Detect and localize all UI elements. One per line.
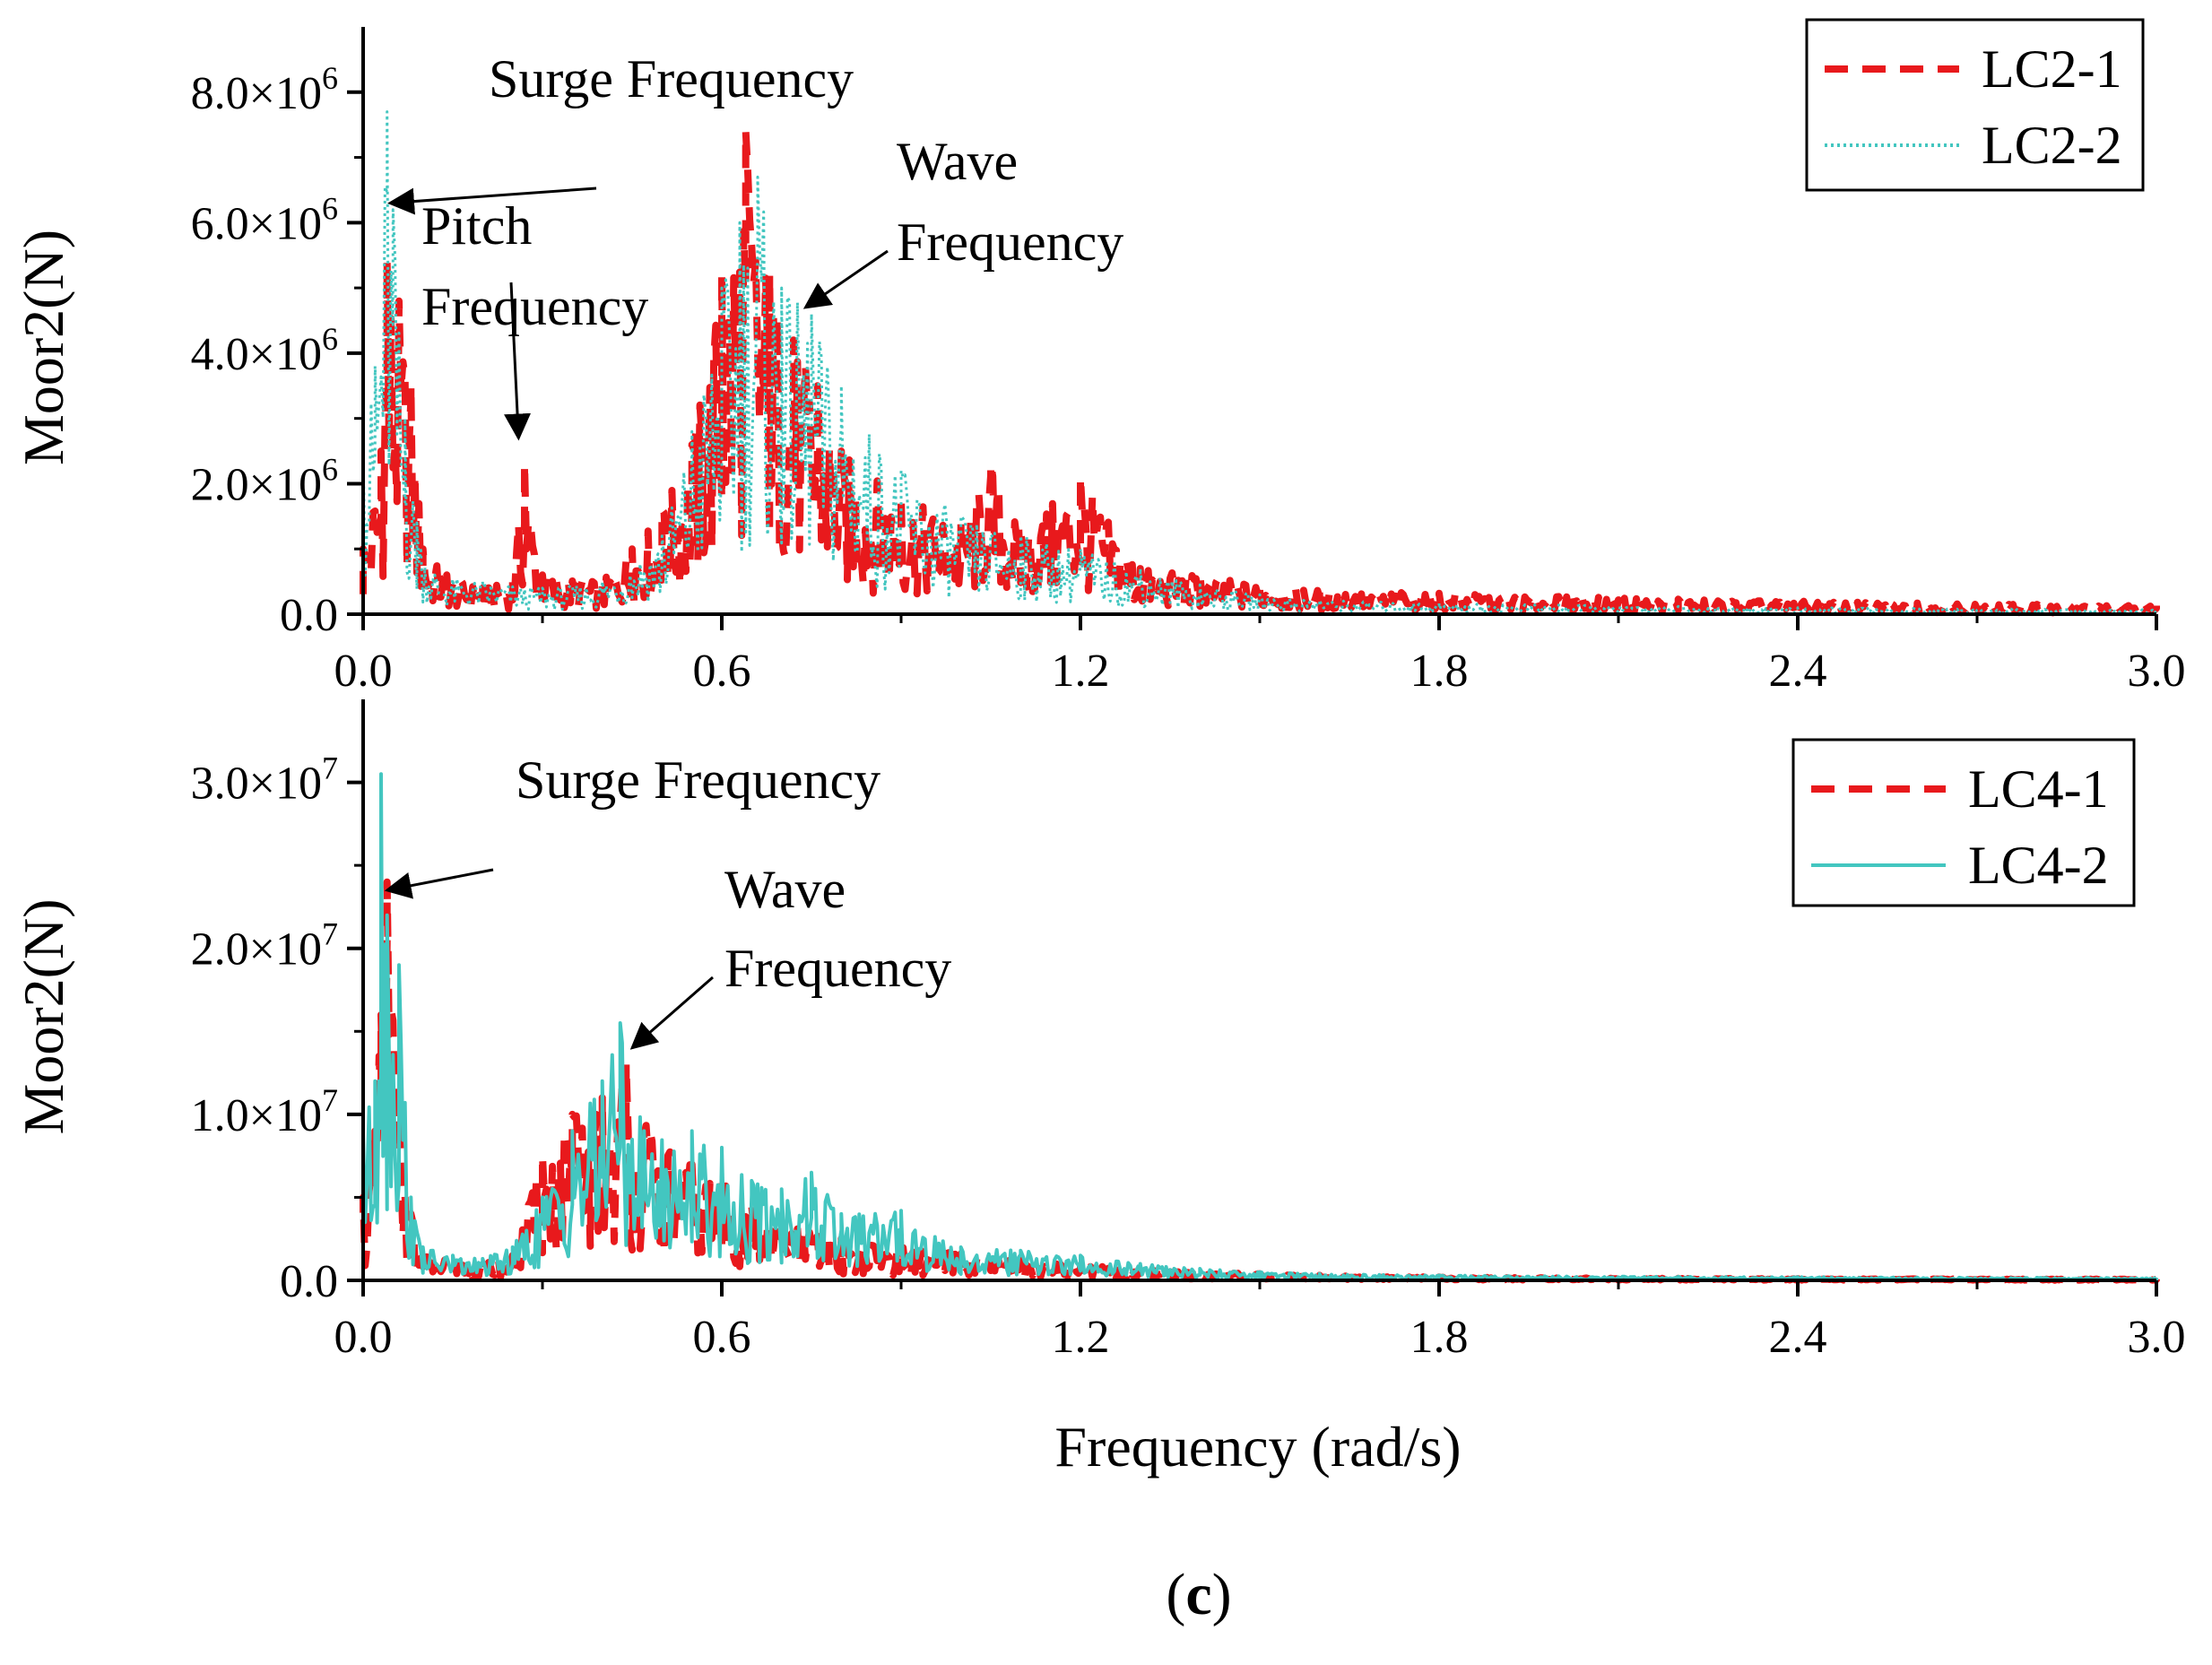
annotation-line: Frequency	[421, 277, 648, 336]
caption-letter: c	[1185, 1562, 1211, 1627]
y-axis-title: Moor2(N)	[12, 230, 75, 465]
y-tick-exponent: 7	[322, 750, 338, 786]
legend-label: LC2-2	[1982, 116, 2122, 175]
y-tick-label: 1.0×107	[191, 1082, 338, 1141]
annotation-line: Surge Frequency	[516, 750, 880, 810]
x-tick-label: 0.6	[693, 1312, 751, 1363]
annotation-line: Frequency	[897, 212, 1123, 272]
y-tick-base: 0.0	[280, 1256, 338, 1307]
annotation-arrow	[504, 282, 532, 441]
y-tick-label: 2.0×106	[191, 451, 338, 510]
y-tick-exponent: 6	[322, 190, 338, 226]
y-tick-base: 3.0×10	[191, 759, 322, 810]
legend-box	[1791, 738, 2136, 907]
annotation-arrow	[384, 868, 494, 899]
annotation-line: Surge Frequency	[489, 49, 854, 108]
y-tick-exponent: 6	[322, 321, 338, 357]
x-tick-label: 1.8	[1410, 646, 1469, 697]
x-tick-label: 0.0	[334, 646, 393, 697]
legend-label: LC2-1	[1982, 39, 2122, 99]
y-tick-label: 8.0×106	[191, 60, 338, 119]
caption-open: (	[1166, 1562, 1185, 1627]
y-tick-base: 6.0×10	[191, 198, 322, 249]
y-tick-label: 6.0×106	[191, 190, 338, 249]
bottom-panel: 0.0 0.6 1.2 1.8 2.4 3.00.01.0×1072.0×1073.0×1…	[12, 699, 2186, 1363]
y-tick-base: 2.0×10	[191, 924, 322, 976]
x-tick-label: 1.2	[1052, 1312, 1110, 1363]
annotation-line: Frequency	[724, 939, 951, 998]
annotation-label: Wave Frequency	[897, 132, 1123, 272]
annotation-arrow	[387, 186, 597, 215]
legend-box	[1805, 18, 2145, 192]
annotation-label: Surge Frequency	[516, 750, 880, 810]
legend-label: LC4-1	[1968, 759, 2109, 819]
x-tick-label: 1.8	[1410, 1312, 1469, 1363]
series-line-lc2-1	[360, 127, 2160, 617]
annotation-line: Wave	[897, 132, 1018, 191]
annotation-label: Wave Frequency	[724, 860, 951, 998]
x-tick-label: 3.0	[2128, 646, 2186, 697]
caption-close: )	[1212, 1562, 1232, 1627]
annotation-line: Pitch	[421, 196, 532, 256]
series-line-lc2-2	[361, 110, 2158, 615]
annotation-arrow	[802, 249, 889, 309]
y-tick-exponent: 6	[322, 60, 338, 96]
y-tick-base: 8.0×10	[191, 68, 322, 119]
annotation-label: Pitch Frequency	[421, 196, 648, 336]
y-tick-label: 0.0	[280, 590, 338, 641]
x-tick-label: 2.4	[1769, 646, 1827, 697]
annotation-arrow	[629, 976, 714, 1050]
y-tick-base: 2.0×10	[191, 459, 322, 510]
x-tick-label: 3.0	[2128, 1312, 2186, 1363]
y-tick-label: 4.0×106	[191, 321, 338, 380]
y-axis-title: Moor2(N)	[12, 898, 75, 1134]
x-tick-label: 0.6	[693, 646, 751, 697]
top-panel: 0.0 0.6 1.2 1.8 2.4 3.00.02.0×1064.0×1066.0×1…	[12, 18, 2186, 697]
y-tick-exponent: 7	[322, 916, 338, 952]
annotation-line: Wave	[724, 860, 846, 919]
legend-label: LC4-2	[1968, 836, 2109, 895]
x-tick-label: 0.0	[334, 1312, 393, 1363]
y-tick-base: 0.0	[280, 590, 338, 641]
y-tick-exponent: 7	[322, 1082, 338, 1118]
x-tick-label: 1.2	[1052, 646, 1110, 697]
y-tick-base: 4.0×10	[191, 329, 322, 380]
x-axis-title: Frequency (rad/s)	[1054, 1415, 1461, 1479]
y-tick-base: 1.0×10	[191, 1090, 322, 1141]
y-tick-label: 3.0×107	[191, 750, 338, 810]
x-tick-label: 2.4	[1769, 1312, 1827, 1363]
figure-caption: (c)	[1166, 1562, 1231, 1627]
annotation-label: Surge Frequency	[489, 49, 854, 108]
y-tick-label: 2.0×107	[191, 916, 338, 976]
y-tick-exponent: 6	[322, 451, 338, 487]
y-tick-label: 0.0	[280, 1256, 338, 1307]
